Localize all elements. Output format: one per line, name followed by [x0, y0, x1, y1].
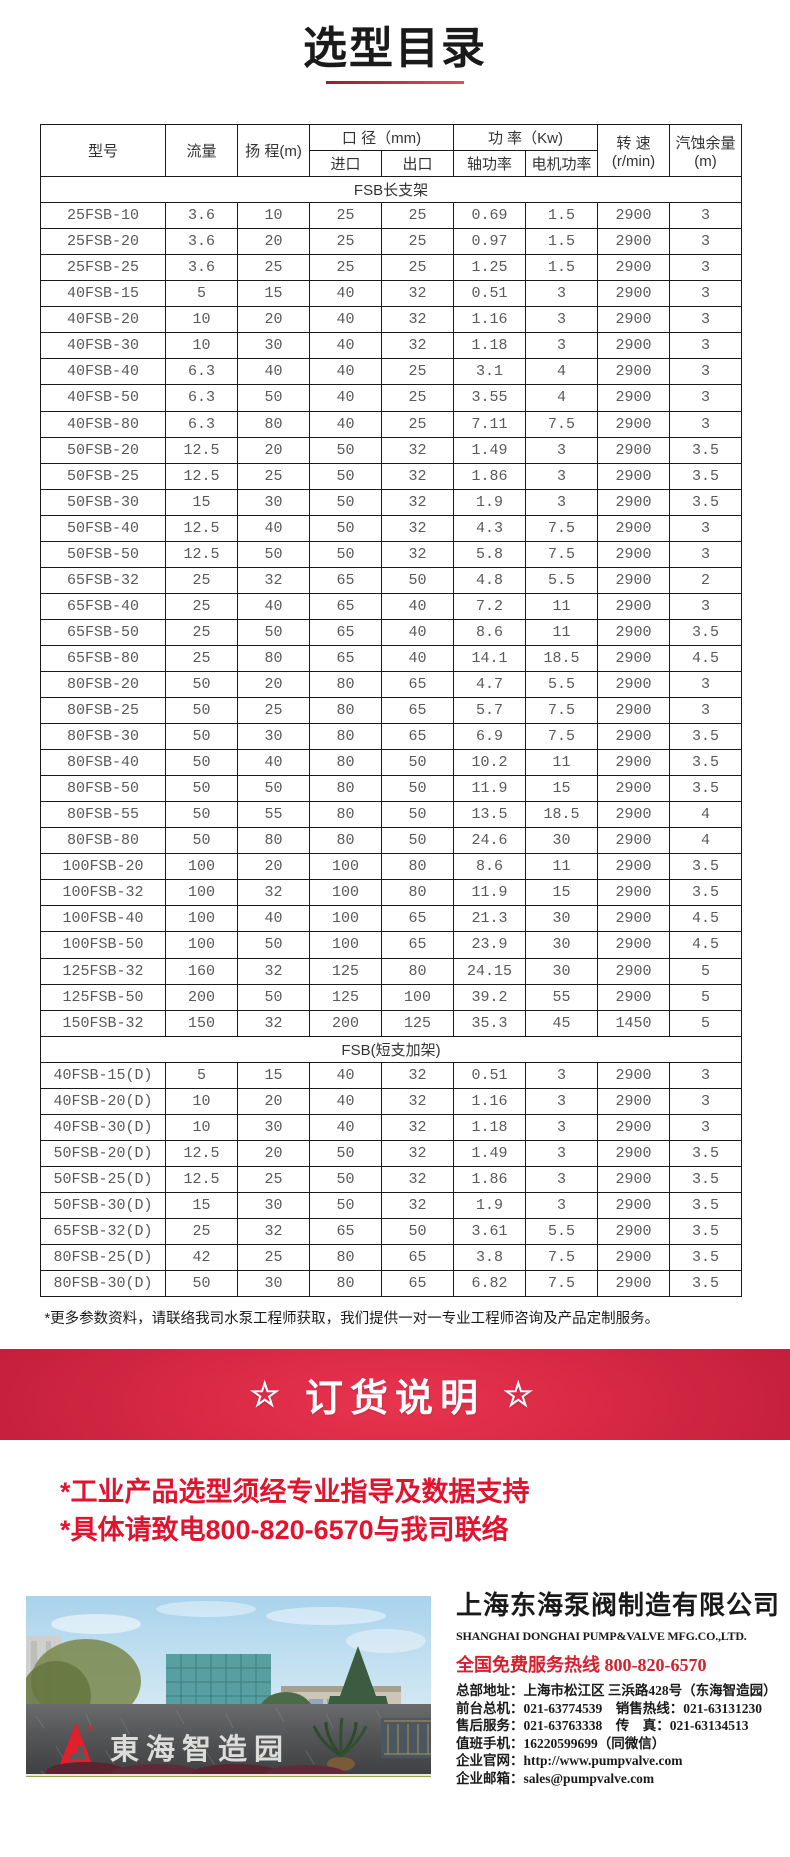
svg-text:東海智造园: 東海智造园	[110, 1733, 290, 1766]
